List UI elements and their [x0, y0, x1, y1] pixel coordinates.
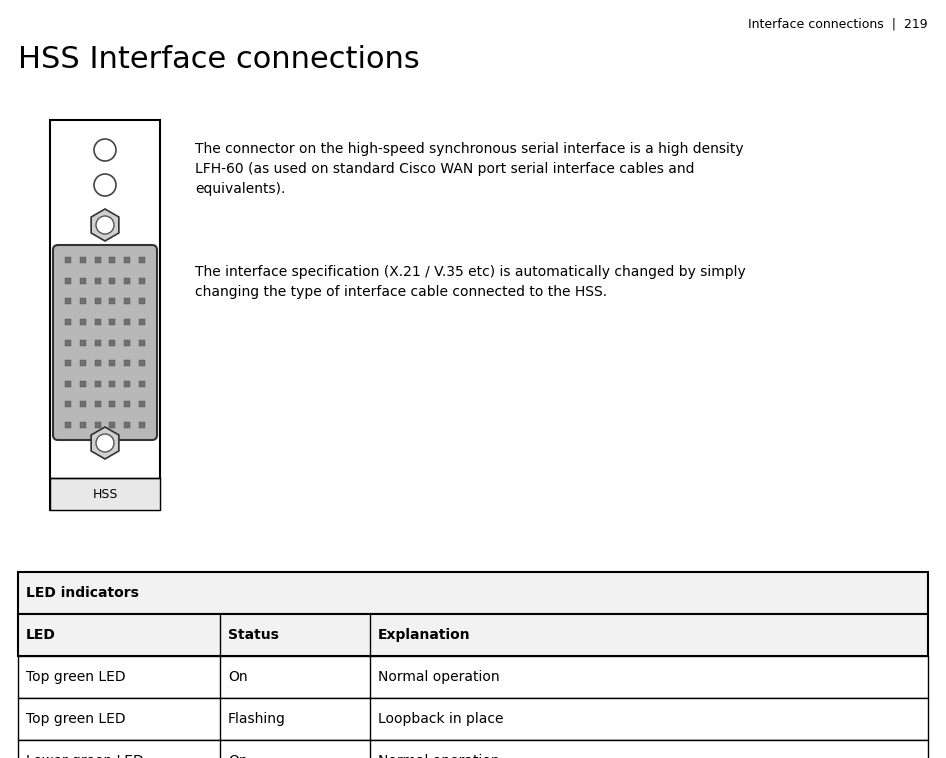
Bar	[79, 422, 86, 428]
Bar	[110, 277, 115, 283]
Text: Normal operation: Normal operation	[378, 754, 499, 758]
Bar	[139, 402, 145, 407]
Text: HSS: HSS	[93, 487, 117, 500]
Bar	[18, 572, 928, 614]
Polygon shape	[91, 427, 119, 459]
Bar	[139, 257, 145, 263]
Bar	[110, 360, 115, 366]
Bar	[79, 277, 86, 283]
Bar	[139, 319, 145, 325]
Bar	[95, 360, 100, 366]
Bar	[95, 422, 100, 428]
Bar	[95, 319, 100, 325]
Text: Top green LED: Top green LED	[26, 670, 126, 684]
Text: Interface connections  |  219: Interface connections | 219	[748, 18, 928, 31]
Bar	[18, 740, 928, 758]
Bar	[139, 422, 145, 428]
Bar	[79, 340, 86, 346]
Bar	[79, 257, 86, 263]
Bar	[110, 257, 115, 263]
Text: Flashing: Flashing	[228, 712, 286, 726]
Text: Lower green LED: Lower green LED	[26, 754, 144, 758]
Text: Explanation: Explanation	[378, 628, 470, 642]
Bar	[124, 298, 131, 304]
Bar	[65, 257, 71, 263]
Bar	[110, 340, 115, 346]
Bar	[95, 402, 100, 407]
Bar	[65, 360, 71, 366]
Bar	[124, 402, 131, 407]
Bar	[139, 277, 145, 283]
Circle shape	[94, 174, 116, 196]
Bar	[65, 402, 71, 407]
Bar	[110, 319, 115, 325]
Bar	[79, 319, 86, 325]
Bar	[50, 478, 160, 510]
Bar	[50, 120, 160, 510]
Text: The connector on the high-speed synchronous serial interface is a high density
L: The connector on the high-speed synchron…	[195, 142, 744, 196]
Bar	[124, 340, 131, 346]
Bar	[124, 360, 131, 366]
Bar	[79, 381, 86, 387]
Circle shape	[96, 434, 114, 452]
Bar	[124, 381, 131, 387]
Bar	[139, 360, 145, 366]
Bar	[124, 257, 131, 263]
Text: HSS Interface connections: HSS Interface connections	[18, 45, 420, 74]
Bar	[65, 277, 71, 283]
Bar	[124, 277, 131, 283]
Bar	[18, 656, 928, 698]
Bar	[95, 340, 100, 346]
Bar	[95, 257, 100, 263]
Circle shape	[96, 216, 114, 234]
Bar	[79, 402, 86, 407]
Bar	[95, 381, 100, 387]
Bar	[110, 381, 115, 387]
Bar	[65, 319, 71, 325]
Bar	[139, 381, 145, 387]
Bar	[18, 614, 928, 656]
Bar	[95, 298, 100, 304]
Bar	[18, 698, 928, 740]
Bar	[65, 298, 71, 304]
Text: Status: Status	[228, 628, 279, 642]
Text: Normal operation: Normal operation	[378, 670, 499, 684]
Bar	[95, 277, 100, 283]
Bar	[124, 319, 131, 325]
Bar	[110, 298, 115, 304]
FancyBboxPatch shape	[53, 245, 157, 440]
Bar	[139, 298, 145, 304]
Bar	[124, 422, 131, 428]
Bar	[79, 298, 86, 304]
Polygon shape	[91, 209, 119, 241]
Text: LED: LED	[26, 628, 56, 642]
Text: LED indicators: LED indicators	[26, 586, 139, 600]
Circle shape	[94, 139, 116, 161]
Bar	[110, 422, 115, 428]
Bar	[110, 402, 115, 407]
Text: On: On	[228, 754, 248, 758]
Bar	[139, 340, 145, 346]
Text: Top green LED: Top green LED	[26, 712, 126, 726]
Bar	[65, 340, 71, 346]
Text: On: On	[228, 670, 248, 684]
Bar	[65, 381, 71, 387]
Text: Loopback in place: Loopback in place	[378, 712, 503, 726]
Text: The interface specification (X.21 / V.35 etc) is automatically changed by simply: The interface specification (X.21 / V.35…	[195, 265, 745, 299]
Bar	[65, 422, 71, 428]
Bar	[79, 360, 86, 366]
